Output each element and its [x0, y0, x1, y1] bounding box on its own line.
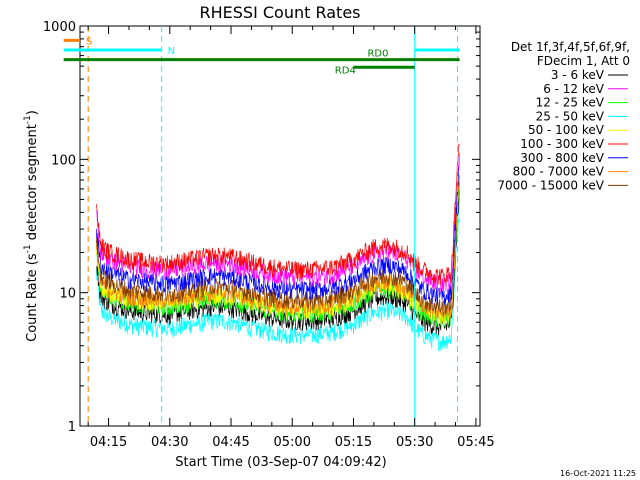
y-axis-label-sup2: -1: [23, 115, 33, 124]
rd4-label: RD4: [335, 65, 356, 76]
y-axis-label-suffix: ): [25, 110, 40, 115]
legend: Det 1f,3f,4f,5f,6f,9f, FDecim 1, Att 0 3…: [497, 40, 630, 192]
plot-area: S N RD0 RD4 1 10 100 1000 04:15 04:30 04:45 05:00 0…: [43, 20, 495, 450]
legend-entry-label: 6 - 12 keV: [543, 82, 605, 96]
x-axis-label: Start Time (03-Sep-07 04:09:42): [175, 455, 386, 470]
legend-entry-label: 50 - 100 keV: [528, 123, 605, 137]
y-tick-label: 1: [68, 420, 76, 435]
series-line: [96, 153, 460, 293]
series-line: [95, 197, 460, 352]
series-line: [95, 185, 460, 326]
x-tick-label: 04:15: [90, 435, 127, 450]
y-tick-label: 100: [51, 153, 76, 168]
footer-date: 16-Oct-2021 11:25: [560, 469, 636, 478]
series-layer: [95, 143, 460, 352]
tick-layer: 1 10 100 1000 04:15 04:30 04:45 05:00 05:15 05:30…: [43, 20, 495, 450]
legend-entry-label: 7000 - 15000 keV: [497, 178, 604, 192]
y-axis-label-sup: -1: [23, 244, 33, 253]
legend-entry-label: 3 - 6 keV: [551, 68, 605, 82]
legend-entry-label: 25 - 50 keV: [536, 109, 605, 123]
night-label: N: [168, 46, 175, 57]
legend-entry-label: 300 - 800 keV: [520, 151, 604, 165]
x-tick-label: 05:15: [335, 435, 372, 450]
saa-label: S: [86, 36, 92, 47]
x-tick-label: 04:30: [151, 435, 188, 450]
legend-entry-label: 800 - 7000 keV: [513, 165, 605, 179]
rd0-label: RD0: [367, 49, 388, 60]
x-tick-label: 04:45: [212, 435, 249, 450]
y-tick-label: 10: [59, 287, 76, 302]
plot-frame: [79, 25, 481, 427]
legend-entry-label: 12 - 25 keV: [536, 96, 605, 110]
series-line: [95, 143, 460, 286]
chart-title: RHESSI Count Rates: [200, 3, 361, 22]
y-axis-label-prefix: Count Rate (s: [25, 253, 40, 342]
annotation-layer: S N RD0 RD4: [63, 26, 460, 426]
y-axis-label-mid: detector segment: [25, 124, 40, 244]
legend-header-1: Det 1f,3f,4f,5f,6f,9f,: [511, 40, 630, 54]
series-line: [95, 156, 460, 306]
legend-entry-label: 100 - 300 keV: [520, 137, 604, 151]
x-tick-label: 05:00: [274, 435, 311, 450]
y-axis-label: Count Rate (s-1 detector segment-1): [23, 110, 40, 342]
x-tick-label: 05:45: [457, 435, 494, 450]
legend-header-2: FDecim 1, Att 0: [537, 54, 630, 68]
y-tick-label: 1000: [43, 20, 76, 35]
x-tick-label: 05:30: [396, 435, 433, 450]
